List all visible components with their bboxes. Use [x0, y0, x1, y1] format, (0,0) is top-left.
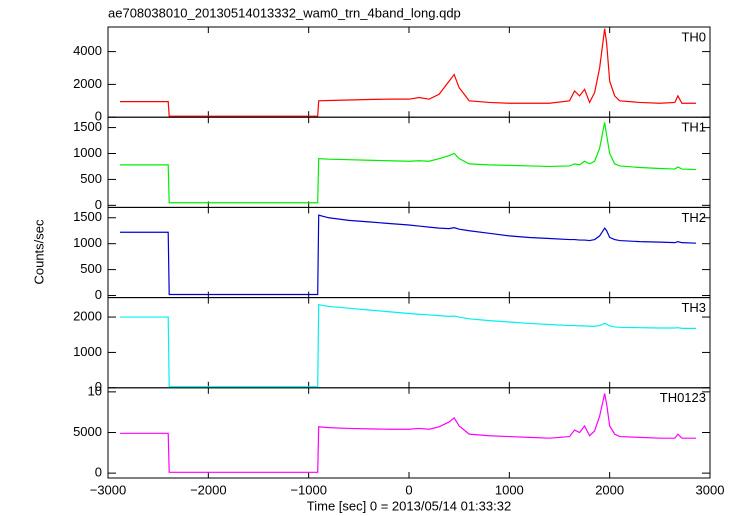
- panel-label: TH0123: [660, 390, 706, 405]
- y-tick-label: 500: [80, 261, 102, 276]
- y-tick-label: 0: [95, 287, 102, 302]
- y-tick-label: 1000: [73, 235, 102, 250]
- y-tick-label: 1500: [73, 119, 102, 134]
- x-axis-label: Time [sec] 0 = 2013/05/14 01:33:32: [307, 498, 511, 513]
- x-tick-label: 3000: [696, 482, 725, 497]
- y-tick-label: 5000: [73, 424, 102, 439]
- panel-frame: [107, 116, 711, 208]
- y-tick-label: 1000: [73, 145, 102, 160]
- panel-frame: [107, 387, 711, 479]
- panel-label: TH0: [681, 29, 706, 44]
- panel-label: TH3: [681, 300, 706, 315]
- panel-frame: [107, 206, 711, 299]
- y-axis-label: Counts/sec: [31, 219, 46, 285]
- y-tick-label: 10: [88, 383, 102, 398]
- data-line: [120, 214, 696, 296]
- x-tick-label: −2000: [190, 482, 227, 497]
- y-tick-label: 4000: [73, 43, 102, 58]
- x-tick-label: −3000: [90, 482, 127, 497]
- x-tick-label: 2000: [595, 482, 624, 497]
- panel-frame: [107, 297, 711, 389]
- y-tick-label: 0: [95, 109, 102, 124]
- x-tick-label: −1000: [290, 482, 327, 497]
- chart-title: ae708038010_20130514013332_wam0_trn_4ban…: [108, 5, 461, 20]
- data-line: [120, 393, 696, 473]
- panel-label: TH2: [681, 210, 706, 225]
- data-line: [120, 303, 696, 388]
- y-tick-label: 1500: [73, 209, 102, 224]
- panel-frame: [107, 26, 711, 118]
- y-tick-label: 2000: [73, 308, 102, 323]
- y-tick-label: 0: [95, 379, 102, 394]
- x-tick-label: 0: [405, 482, 412, 497]
- y-tick-label: 1000: [73, 344, 102, 359]
- x-tick-label: 1000: [495, 482, 524, 497]
- y-tick-label: 0: [95, 197, 102, 212]
- data-line: [120, 122, 696, 204]
- panel-label: TH1: [681, 120, 706, 135]
- y-tick-label: 0: [95, 465, 102, 480]
- data-line: [120, 28, 696, 117]
- y-tick-label: 2000: [73, 76, 102, 91]
- y-tick-label: 500: [80, 171, 102, 186]
